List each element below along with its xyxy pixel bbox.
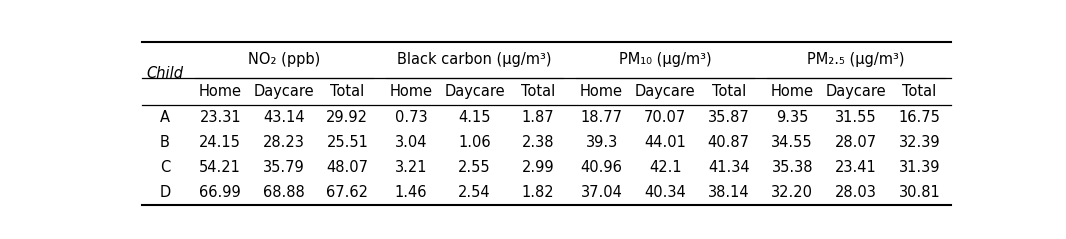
- Text: Home: Home: [771, 84, 813, 99]
- Text: 2.54: 2.54: [458, 185, 490, 200]
- Text: Child: Child: [146, 66, 183, 81]
- Text: PM₂.₅ (μg/m³): PM₂.₅ (μg/m³): [807, 52, 905, 67]
- Text: D: D: [159, 185, 171, 200]
- Text: Daycare: Daycare: [825, 84, 886, 99]
- Text: 24.15: 24.15: [199, 136, 241, 150]
- Text: 34.55: 34.55: [772, 136, 813, 150]
- Text: 0.73: 0.73: [394, 110, 427, 125]
- Text: 25.51: 25.51: [326, 136, 368, 150]
- Text: Home: Home: [389, 84, 433, 99]
- Text: 2.55: 2.55: [458, 160, 490, 175]
- Text: 2.99: 2.99: [521, 160, 554, 175]
- Text: 67.62: 67.62: [326, 185, 369, 200]
- Text: 1.06: 1.06: [458, 136, 490, 150]
- Text: Total: Total: [712, 84, 746, 99]
- Text: 4.15: 4.15: [458, 110, 490, 125]
- Text: Daycare: Daycare: [635, 84, 695, 99]
- Text: 29.92: 29.92: [326, 110, 369, 125]
- Text: 28.23: 28.23: [263, 136, 305, 150]
- Text: Total: Total: [902, 84, 937, 99]
- Text: 9.35: 9.35: [776, 110, 808, 125]
- Text: 70.07: 70.07: [644, 110, 687, 125]
- Text: 68.88: 68.88: [263, 185, 305, 200]
- Text: Daycare: Daycare: [445, 84, 505, 99]
- Text: 54.21: 54.21: [199, 160, 241, 175]
- Text: 38.14: 38.14: [708, 185, 749, 200]
- Text: Black carbon (μg/m³): Black carbon (μg/m³): [398, 52, 552, 67]
- Text: 3.21: 3.21: [394, 160, 427, 175]
- Text: B: B: [160, 136, 169, 150]
- Text: C: C: [160, 160, 171, 175]
- Text: 2.38: 2.38: [521, 136, 554, 150]
- Text: 39.3: 39.3: [585, 136, 617, 150]
- Text: 23.41: 23.41: [835, 160, 876, 175]
- Text: 41.34: 41.34: [708, 160, 749, 175]
- Text: 32.20: 32.20: [771, 185, 813, 200]
- Text: 1.82: 1.82: [521, 185, 554, 200]
- Text: 30.81: 30.81: [899, 185, 940, 200]
- Text: 44.01: 44.01: [644, 136, 687, 150]
- Text: 3.04: 3.04: [394, 136, 427, 150]
- Text: 40.87: 40.87: [708, 136, 749, 150]
- Text: 40.34: 40.34: [644, 185, 687, 200]
- Text: 37.04: 37.04: [581, 185, 623, 200]
- Text: PM₁₀ (μg/m³): PM₁₀ (μg/m³): [619, 52, 711, 67]
- Text: 1.46: 1.46: [394, 185, 427, 200]
- Text: 23.31: 23.31: [199, 110, 241, 125]
- Text: 28.03: 28.03: [835, 185, 876, 200]
- Text: Home: Home: [580, 84, 624, 99]
- Text: 66.99: 66.99: [199, 185, 241, 200]
- Text: NO₂ (ppb): NO₂ (ppb): [247, 52, 320, 67]
- Text: 35.38: 35.38: [772, 160, 813, 175]
- Text: Total: Total: [521, 84, 555, 99]
- Text: 31.55: 31.55: [835, 110, 876, 125]
- Text: 43.14: 43.14: [263, 110, 305, 125]
- Text: 31.39: 31.39: [899, 160, 940, 175]
- Text: Total: Total: [330, 84, 365, 99]
- Text: 18.77: 18.77: [581, 110, 623, 125]
- Text: 32.39: 32.39: [899, 136, 940, 150]
- Text: Home: Home: [198, 84, 242, 99]
- Text: 40.96: 40.96: [581, 160, 623, 175]
- Text: 28.07: 28.07: [835, 136, 877, 150]
- Text: 35.87: 35.87: [708, 110, 749, 125]
- Text: 42.1: 42.1: [649, 160, 681, 175]
- Text: 1.87: 1.87: [521, 110, 554, 125]
- Text: 16.75: 16.75: [899, 110, 940, 125]
- Text: Daycare: Daycare: [254, 84, 314, 99]
- Text: 48.07: 48.07: [326, 160, 369, 175]
- Text: 35.79: 35.79: [263, 160, 305, 175]
- Text: A: A: [160, 110, 169, 125]
